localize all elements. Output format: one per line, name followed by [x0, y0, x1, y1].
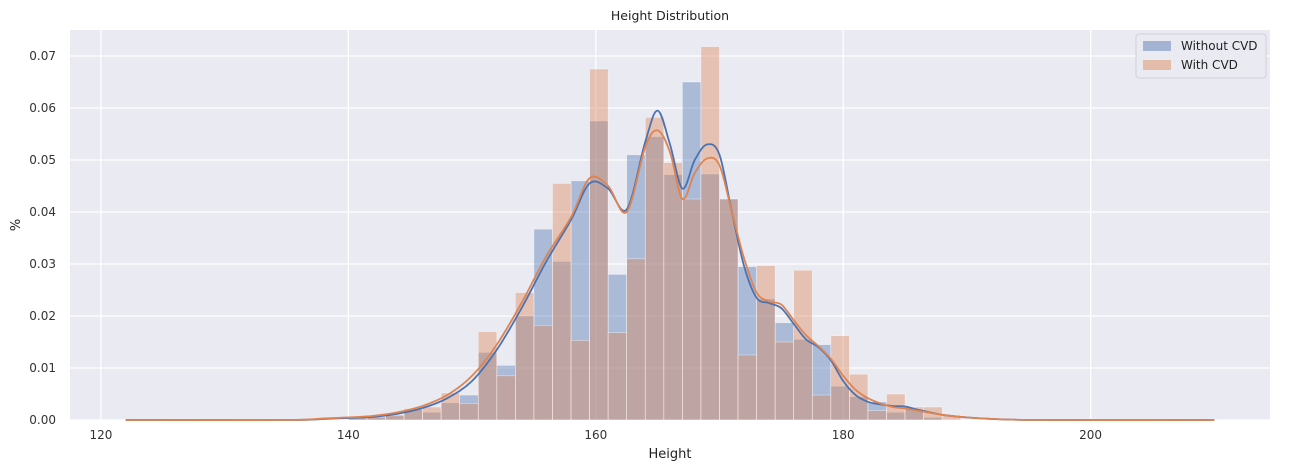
bar-with-cvd-4 — [422, 406, 442, 421]
legend-label-without-cvd: Without CVD — [1181, 39, 1258, 53]
x-axis-label: Height — [649, 447, 692, 462]
bar-with-cvd-14 — [607, 332, 628, 421]
bar-with-cvd-9 — [515, 292, 535, 421]
bar-with-cvd-22 — [756, 265, 776, 421]
legend-label-with-cvd: With CVD — [1181, 58, 1238, 72]
x-tick-label-140: 140 — [337, 428, 360, 442]
legend-swatch-with-cvd — [1143, 60, 1171, 70]
bar-with-cvd-25 — [811, 394, 832, 421]
y-axis-label: % — [9, 219, 24, 231]
kde-lines — [125, 109, 1215, 422]
y-tick-labels: 0.00 0.01 0.02 0.03 0.04 0.05 0.06 0.07 — [29, 49, 56, 427]
bar-with-cvd-12 — [570, 340, 590, 421]
x-tick-labels: 120 140 160 180 200 — [89, 428, 1102, 442]
bar-with-cvd-8 — [496, 375, 516, 421]
y-tick-label-0.04: 0.04 — [29, 205, 56, 219]
bar-with-cvd-11 — [552, 183, 572, 421]
x-tick-label-160: 160 — [584, 428, 607, 442]
bars-with-cvd — [348, 46, 962, 421]
y-tick-label-0.01: 0.01 — [29, 361, 56, 375]
y-tick-label-0.03: 0.03 — [29, 257, 56, 271]
kde-line-with-cvd — [125, 129, 1215, 422]
grid-lines — [70, 30, 1270, 421]
x-tick-label-120: 120 — [89, 428, 112, 442]
kde-line-without-cvd — [125, 109, 1215, 421]
bar-with-cvd-28 — [867, 410, 887, 421]
y-tick-label-0.06: 0.06 — [29, 101, 56, 115]
legend: Without CVD With CVD — [1135, 33, 1267, 79]
legend-swatch-without-cvd — [1143, 41, 1171, 51]
y-tick-label-0.00: 0.00 — [29, 413, 56, 427]
bar-with-cvd-19 — [700, 46, 720, 421]
chart-title: Height Distribution — [611, 8, 729, 23]
bar-with-cvd-26 — [830, 335, 850, 421]
bar-with-cvd-6 — [459, 403, 479, 421]
bar-with-cvd-7 — [477, 331, 498, 421]
bar-with-cvd-24 — [793, 269, 813, 421]
y-tick-label-0.07: 0.07 — [29, 49, 56, 63]
bar-with-cvd-18 — [682, 198, 702, 421]
bar-with-cvd-23 — [774, 341, 795, 421]
x-tick-label-200: 200 — [1079, 428, 1102, 442]
y-tick-label-0.02: 0.02 — [29, 309, 56, 323]
bar-with-cvd-17 — [663, 162, 683, 421]
plot-background — [70, 30, 1270, 420]
bar-with-cvd-15 — [626, 258, 646, 421]
bar-with-cvd-16 — [644, 117, 665, 421]
y-tick-label-0.05: 0.05 — [29, 153, 56, 167]
x-tick-label-180: 180 — [832, 428, 855, 442]
legend-box — [1135, 33, 1267, 79]
bar-with-cvd-13 — [589, 68, 609, 421]
bar-with-cvd-10 — [533, 325, 553, 421]
bar-with-cvd-21 — [737, 354, 757, 421]
bars-without-cvd — [348, 81, 943, 421]
